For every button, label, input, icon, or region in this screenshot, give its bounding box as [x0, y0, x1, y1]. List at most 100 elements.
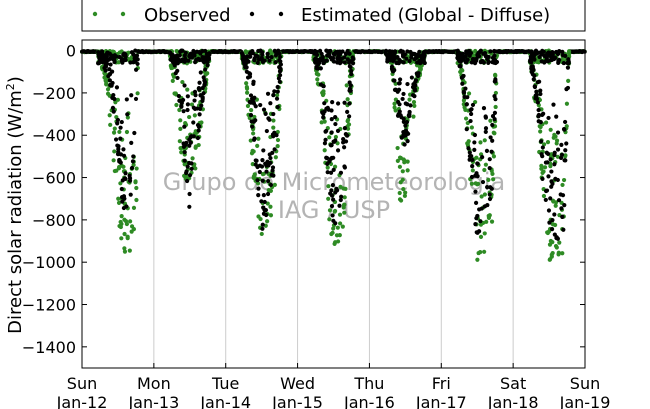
data-point	[256, 48, 261, 54]
data-point	[268, 182, 274, 187]
data-point	[107, 67, 112, 72]
data-point	[403, 190, 408, 195]
data-point	[560, 214, 565, 219]
data-point	[277, 73, 283, 78]
data-point	[275, 84, 280, 90]
data-point	[206, 55, 211, 60]
data-point	[330, 182, 335, 188]
y-tick-label: −200	[32, 84, 76, 103]
data-point	[261, 148, 266, 153]
data-point	[202, 78, 207, 83]
data-point	[197, 112, 202, 117]
data-point	[119, 186, 124, 192]
x-tick-day-label: Sun	[67, 374, 97, 393]
legend-observed-label: Observed	[144, 5, 231, 26]
data-point	[477, 207, 482, 212]
data-point	[179, 150, 184, 155]
data-point	[197, 87, 202, 92]
data-point	[278, 68, 283, 74]
data-point	[277, 65, 282, 70]
data-point	[129, 165, 135, 171]
data-point	[98, 51, 104, 56]
data-point	[483, 115, 488, 120]
data-point	[333, 221, 338, 226]
data-point	[192, 98, 197, 103]
data-point	[486, 54, 491, 60]
data-point	[552, 212, 557, 217]
data-point	[182, 150, 187, 155]
data-point	[273, 53, 279, 58]
data-point	[476, 181, 481, 186]
data-point	[461, 89, 466, 94]
data-point	[187, 173, 193, 178]
data-point	[458, 59, 463, 64]
data-point	[112, 59, 117, 65]
data-point	[469, 111, 474, 117]
data-point	[409, 75, 414, 80]
data-point	[103, 64, 109, 69]
data-point	[131, 205, 137, 210]
legend: Observed Estimated (Global - Diffuse)	[81, 0, 586, 32]
data-point	[559, 206, 564, 211]
data-point	[111, 109, 116, 114]
data-point	[458, 56, 463, 61]
data-point	[467, 150, 472, 155]
data-point	[532, 57, 537, 62]
data-point	[270, 168, 275, 173]
data-point	[198, 51, 203, 56]
data-point	[414, 55, 419, 60]
data-point	[481, 51, 486, 56]
data-point	[121, 164, 126, 169]
data-point	[182, 83, 187, 88]
data-point	[121, 194, 127, 199]
data-point	[115, 117, 121, 123]
x-tick-date-label: Jan-13	[127, 393, 179, 409]
data-point	[277, 79, 282, 84]
data-point	[322, 141, 328, 146]
data-point	[205, 71, 210, 76]
data-point	[335, 148, 341, 153]
data-point	[393, 49, 398, 54]
data-point	[340, 49, 345, 54]
data-point	[492, 53, 497, 58]
data-point	[268, 213, 274, 218]
data-point	[192, 89, 198, 94]
data-point	[278, 59, 283, 64]
data-point	[546, 151, 551, 157]
legend-estimated-marker	[249, 11, 255, 17]
data-point	[248, 113, 254, 118]
data-point	[191, 134, 196, 139]
data-point	[476, 50, 482, 55]
data-point	[205, 63, 210, 68]
data-point	[257, 169, 262, 175]
data-point	[540, 176, 545, 182]
data-point	[465, 57, 470, 62]
data-point	[199, 120, 204, 125]
y-axis-label-end: )	[5, 76, 26, 83]
data-point	[252, 114, 257, 120]
data-point	[320, 90, 325, 95]
data-point	[395, 145, 400, 151]
data-point	[407, 97, 412, 102]
data-point	[334, 233, 340, 238]
data-point	[261, 107, 267, 112]
data-point	[472, 147, 477, 153]
data-point	[536, 107, 541, 113]
data-point	[245, 103, 251, 109]
data-point	[486, 177, 491, 182]
data-point	[340, 224, 345, 229]
data-point	[346, 122, 352, 127]
data-point	[321, 115, 326, 120]
data-point	[487, 196, 493, 202]
data-point	[564, 101, 570, 106]
data-point	[118, 219, 123, 225]
data-point	[540, 154, 545, 159]
data-point	[275, 104, 280, 110]
data-point	[121, 153, 127, 158]
data-point	[195, 135, 201, 141]
data-point	[492, 48, 497, 54]
data-point	[531, 52, 536, 58]
data-point	[384, 51, 389, 57]
data-point	[343, 132, 348, 137]
data-point	[470, 164, 475, 169]
